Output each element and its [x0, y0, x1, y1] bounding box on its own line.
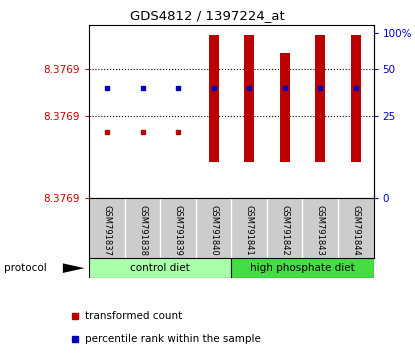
Text: GSM791844: GSM791844 — [351, 205, 360, 256]
Bar — [244, 35, 254, 162]
Text: GSM791842: GSM791842 — [280, 205, 289, 256]
Text: control diet: control diet — [130, 263, 190, 273]
Polygon shape — [63, 263, 85, 273]
Text: transformed count: transformed count — [85, 311, 183, 321]
Bar — [89, 258, 232, 278]
Text: GSM791839: GSM791839 — [173, 205, 183, 256]
Bar — [280, 53, 290, 162]
Text: GSM791841: GSM791841 — [244, 205, 254, 256]
Bar — [209, 35, 219, 162]
Bar — [315, 35, 325, 162]
Text: GSM791840: GSM791840 — [209, 205, 218, 256]
Text: protocol: protocol — [4, 263, 47, 273]
Text: percentile rank within the sample: percentile rank within the sample — [85, 334, 261, 344]
Bar — [351, 35, 361, 162]
Text: GSM791843: GSM791843 — [316, 205, 325, 256]
Bar — [232, 258, 374, 278]
Text: GDS4812 / 1397224_at: GDS4812 / 1397224_at — [130, 9, 285, 22]
Text: GSM791837: GSM791837 — [103, 205, 112, 256]
Text: GSM791838: GSM791838 — [138, 205, 147, 256]
Text: high phosphate diet: high phosphate diet — [250, 263, 355, 273]
